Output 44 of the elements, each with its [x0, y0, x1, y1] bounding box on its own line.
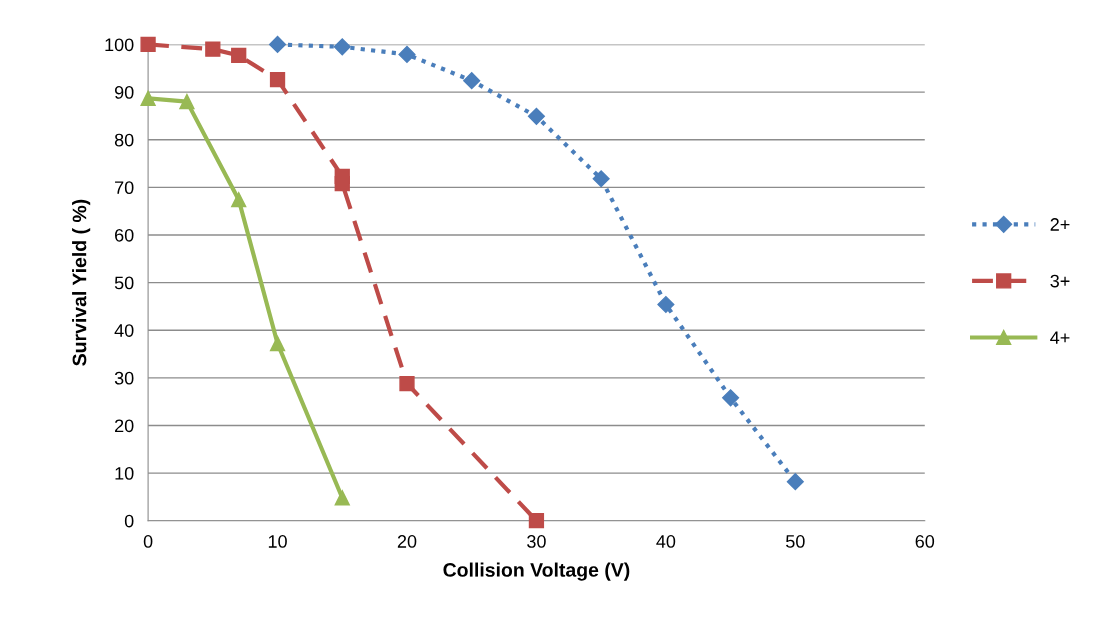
- point: [786, 473, 804, 491]
- x-tick-label: 40: [656, 535, 676, 548]
- legend-label: 2+: [1050, 218, 1070, 231]
- y-tick-label: 30: [114, 371, 134, 385]
- x-tick-label: 60: [915, 535, 935, 548]
- point: [269, 335, 286, 352]
- point: [334, 490, 350, 506]
- legend-label: 3+: [1050, 274, 1070, 288]
- point: [333, 38, 351, 56]
- x-tick-label: 0: [143, 535, 153, 548]
- y-axis-title: Survival Yield ( %): [72, 199, 91, 366]
- point: [140, 36, 156, 53]
- x-tick-label: 50: [786, 535, 805, 548]
- y-tick-label: 40: [114, 324, 134, 337]
- y-tick-label: 70: [115, 181, 134, 195]
- point: [205, 41, 221, 57]
- point: [179, 93, 195, 110]
- y-tick-label: 20: [115, 419, 134, 433]
- y-tick-label: 100: [105, 38, 134, 52]
- y-tick-label: 50: [114, 276, 134, 290]
- x-tick-label: 30: [527, 535, 546, 548]
- y-tick-label: 60: [115, 228, 134, 242]
- point: [528, 513, 545, 529]
- point: [231, 192, 247, 208]
- point: [657, 295, 675, 314]
- point: [527, 107, 545, 125]
- point: [592, 170, 610, 188]
- y-tick-label: 10: [115, 467, 134, 480]
- x-tick-label: 10: [268, 535, 287, 548]
- point: [399, 375, 415, 392]
- point: [269, 72, 286, 88]
- point: [722, 389, 740, 407]
- y-tick-label: 90: [114, 86, 134, 99]
- point: [398, 45, 416, 64]
- y-tick-label: 0: [124, 514, 134, 528]
- y-tick-label: 80: [114, 133, 134, 147]
- point: [140, 90, 156, 106]
- point: [334, 175, 350, 192]
- point: [231, 47, 247, 64]
- x-tick-label: 20: [397, 535, 417, 548]
- legend-label: 4+: [1050, 331, 1070, 344]
- point: [463, 72, 481, 90]
- point: [268, 35, 287, 54]
- x-axis-title: Collision Voltage (V): [443, 562, 630, 581]
